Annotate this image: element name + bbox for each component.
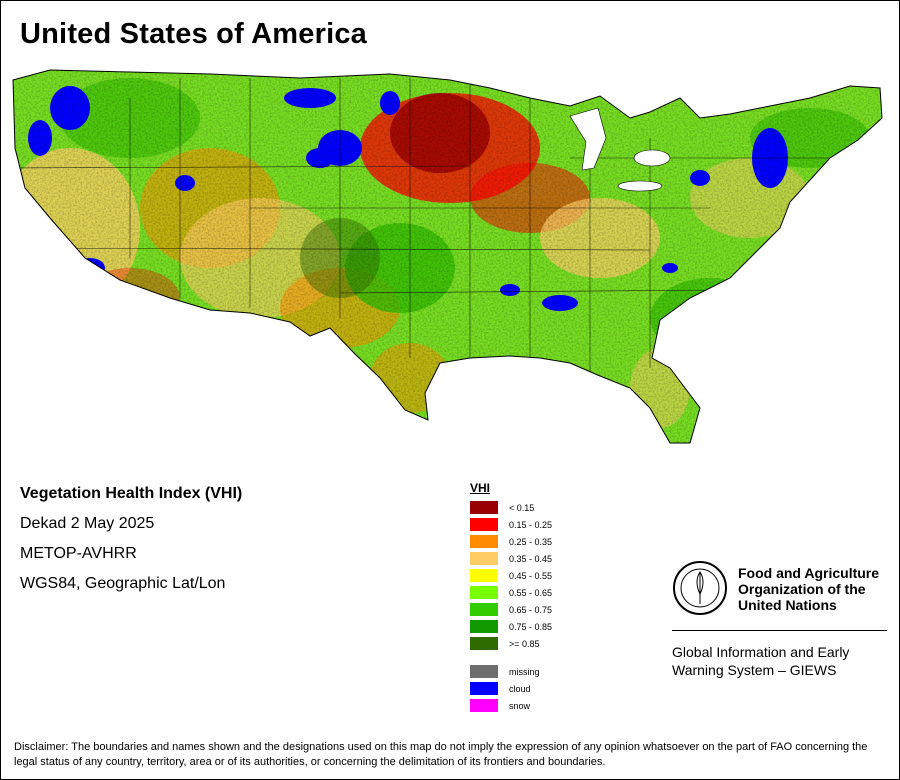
fao-name-line: Organization of the (738, 581, 866, 597)
legend-label: 0.45 - 0.55 (509, 570, 553, 581)
legend-label: 0.35 - 0.45 (509, 553, 553, 564)
disclaimer: Disclaimer: The boundaries and names sho… (14, 741, 868, 768)
fao-emblem-icon (673, 561, 727, 615)
legend-item: 0.75 - 0.85 (470, 618, 552, 635)
legend-label: >= 0.85 (509, 638, 540, 649)
legend-swatch (470, 665, 498, 678)
legend-label: missing (509, 666, 540, 677)
legend-label: 0.75 - 0.85 (509, 621, 553, 632)
vhi-map (12, 69, 883, 444)
legend-label: 0.25 - 0.35 (509, 536, 553, 547)
sensor: METOP-AVHRR (20, 545, 137, 562)
legend-label: snow (509, 700, 531, 711)
legend-swatch (470, 603, 498, 616)
legend-title: VHI (470, 481, 491, 495)
giews-line: Global Information and Early (672, 644, 850, 660)
legend-label: cloud (509, 683, 531, 694)
giews-line: Warning System – GIEWS (672, 662, 837, 678)
legend-swatch (470, 535, 498, 548)
period: Dekad 2 May 2025 (20, 515, 155, 532)
legend-item: < 0.15 (470, 499, 552, 516)
divider (672, 630, 887, 631)
legend-swatch (470, 682, 498, 695)
legend-swatch (470, 569, 498, 582)
index-name: Vegetation Health Index (VHI) (20, 485, 243, 502)
fao-name-line: United Nations (738, 597, 837, 613)
legend-item: 0.25 - 0.35 (470, 533, 552, 550)
legend-swatch (470, 518, 498, 531)
legend-item: >= 0.85 (470, 635, 552, 652)
legend-swatch (470, 637, 498, 650)
legend: VHI < 0.15 0.15 - 0.25 0.25 - 0.35 0.35 … (470, 481, 552, 714)
legend-item: 0.15 - 0.25 (470, 516, 552, 533)
giews-name: Global Information and Early Warning Sys… (672, 643, 849, 679)
legend-item: 0.45 - 0.55 (470, 567, 552, 584)
fao-name-line: Food and Agriculture (738, 565, 880, 581)
legend-swatch (470, 699, 498, 712)
legend-label: 0.65 - 0.75 (509, 604, 553, 615)
legend-item: 0.35 - 0.45 (470, 550, 552, 567)
legend-swatch (470, 620, 498, 633)
legend-item: 0.55 - 0.65 (470, 584, 552, 601)
legend-label: < 0.15 (509, 502, 535, 513)
legend-label: 0.15 - 0.25 (509, 519, 553, 530)
legend-item: 0.65 - 0.75 (470, 601, 552, 618)
legend-swatch (470, 552, 498, 565)
map-info: Vegetation Health Index (VHI) Dekad 2 Ma… (20, 485, 242, 605)
legend-item-missing: missing (470, 663, 552, 680)
legend-item-snow: snow (470, 697, 552, 714)
legend-label: 0.55 - 0.65 (509, 587, 553, 598)
legend-item-cloud: cloud (470, 680, 552, 697)
map-title: United States of America (20, 18, 367, 50)
legend-swatch (470, 501, 498, 514)
legend-swatch (470, 586, 498, 599)
projection: WGS84, Geographic Lat/Lon (20, 575, 226, 592)
fao-name: Food and Agriculture Organization of the… (738, 565, 898, 613)
